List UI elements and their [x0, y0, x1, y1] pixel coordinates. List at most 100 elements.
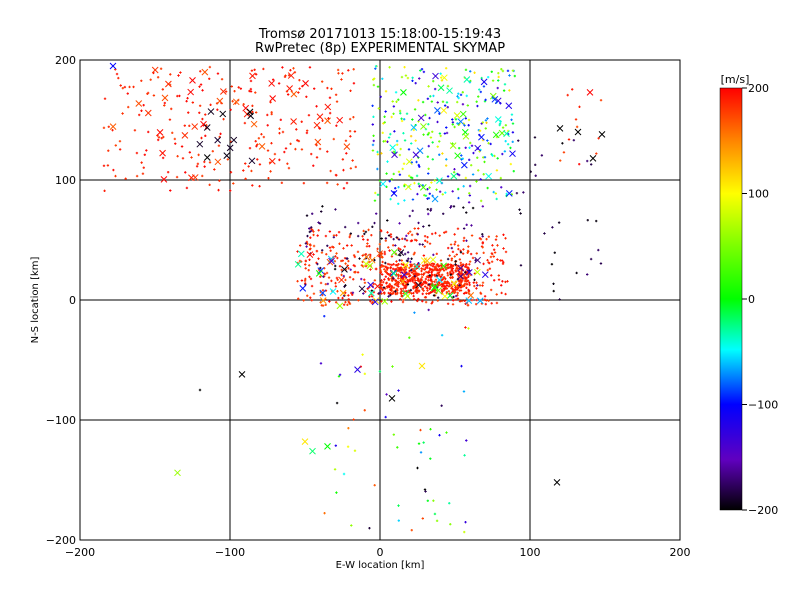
data-point — [453, 243, 456, 246]
data-point-cross — [290, 118, 297, 125]
data-point — [338, 264, 342, 268]
data-point — [375, 267, 378, 271]
data-point-cross — [423, 257, 431, 265]
data-point — [456, 187, 460, 191]
data-point — [328, 300, 331, 303]
data-point — [308, 275, 311, 278]
data-point — [332, 137, 335, 141]
data-point — [381, 260, 384, 264]
data-point-cross — [203, 154, 211, 161]
data-point — [373, 199, 377, 202]
data-point — [388, 66, 391, 69]
data-point — [410, 142, 413, 145]
data-point — [501, 126, 505, 129]
data-point — [266, 124, 269, 127]
data-point — [380, 229, 383, 233]
data-point — [487, 299, 490, 302]
data-point-cross — [457, 273, 465, 280]
data-point — [509, 146, 512, 150]
data-point — [394, 186, 397, 190]
data-point — [340, 78, 343, 81]
data-point — [589, 257, 593, 261]
data-point — [400, 262, 403, 266]
data-point — [391, 292, 394, 295]
data-point — [552, 289, 555, 293]
data-point — [367, 228, 370, 232]
data-point — [204, 134, 207, 138]
data-point — [502, 233, 505, 236]
data-point — [486, 117, 489, 120]
data-point — [347, 298, 350, 301]
data-point — [435, 252, 438, 256]
data-point — [380, 237, 383, 240]
data-point — [389, 293, 392, 297]
data-point — [534, 174, 537, 177]
data-point — [423, 488, 427, 491]
data-point — [119, 84, 122, 87]
data-point — [315, 249, 319, 253]
data-point-cross — [440, 107, 448, 114]
data-point — [118, 140, 122, 143]
data-point — [417, 221, 420, 225]
data-point — [429, 95, 432, 98]
data-point — [499, 259, 502, 262]
data-point-cross — [216, 97, 224, 105]
data-point — [484, 127, 487, 130]
data-point — [135, 174, 139, 178]
data-point — [400, 117, 403, 120]
data-point — [324, 303, 327, 307]
data-point-cross — [219, 88, 227, 95]
data-point — [364, 253, 368, 256]
data-point — [140, 79, 143, 82]
data-point — [385, 172, 388, 175]
data-point — [417, 227, 420, 230]
data-point — [410, 161, 414, 164]
data-point — [482, 251, 485, 255]
data-point-cross — [302, 80, 309, 87]
data-point — [478, 284, 482, 287]
data-point — [177, 74, 180, 77]
data-point — [401, 300, 405, 304]
data-point — [397, 247, 400, 250]
data-point — [432, 79, 435, 83]
data-point — [486, 139, 489, 142]
data-point — [312, 244, 316, 248]
data-point — [254, 140, 257, 143]
data-point-cross — [457, 118, 465, 125]
data-point — [397, 504, 400, 507]
data-point — [163, 101, 167, 105]
data-point — [403, 199, 406, 202]
data-point-cross — [505, 190, 513, 197]
data-point — [404, 280, 407, 284]
data-point-cross — [223, 152, 231, 159]
data-point — [208, 183, 211, 187]
data-point — [388, 283, 391, 286]
data-point — [429, 264, 433, 267]
data-point — [533, 136, 537, 139]
data-point — [460, 364, 463, 368]
data-point — [307, 268, 310, 272]
data-point-cross — [189, 77, 196, 84]
data-point — [266, 149, 270, 152]
data-point — [427, 172, 430, 175]
data-point — [442, 284, 445, 287]
data-point-cross — [219, 110, 227, 118]
data-point — [368, 526, 371, 530]
data-point — [495, 197, 498, 201]
data-point — [429, 285, 432, 288]
data-point — [428, 287, 431, 291]
data-point — [315, 156, 319, 159]
data-point — [448, 283, 452, 287]
data-point-cross — [314, 138, 322, 146]
data-point — [289, 68, 292, 72]
data-point — [335, 276, 339, 280]
data-point — [440, 334, 444, 337]
data-point-cross — [144, 109, 152, 117]
data-point — [400, 259, 403, 262]
data-point-cross — [420, 257, 428, 264]
data-point — [444, 191, 447, 194]
data-point — [466, 304, 470, 307]
data-point-cross — [249, 72, 256, 80]
data-point-cross — [417, 114, 425, 122]
